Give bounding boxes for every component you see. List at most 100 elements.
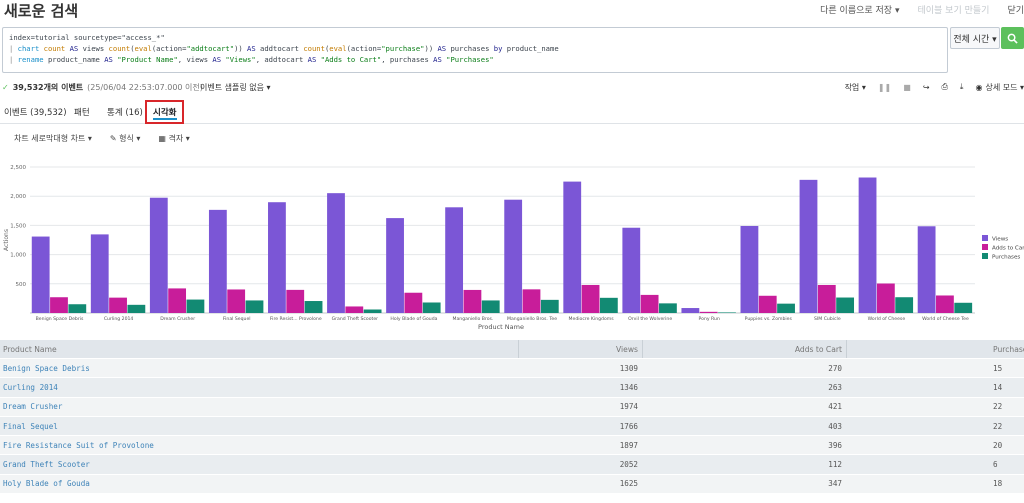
stop-icon[interactable]: ■ (903, 82, 911, 92)
trellis-menu[interactable]: ▦ 격자 ▾ (158, 134, 190, 143)
bar-adds-to-cart (699, 311, 718, 313)
table-row[interactable]: Final Sequel 1766 403 22 (0, 415, 1024, 436)
y-tick-label: 500 (16, 282, 27, 288)
cell-product-name[interactable]: Holy Blade of Gouda (3, 479, 90, 489)
tab-visualization-highlight: 시각화 (145, 100, 184, 124)
x-tick-label: SIM Cubicle (814, 316, 841, 322)
cell-product-name[interactable]: Fire Resistance Suit of Provolone (3, 440, 154, 450)
format-menu[interactable]: ✎ 형식 ▾ (109, 134, 141, 143)
x-tick-label: Holy Blade of Gouda (390, 316, 437, 322)
bar-purchases (599, 297, 618, 313)
bar-views (681, 308, 700, 313)
header-purchases[interactable]: Purchases (993, 344, 1024, 354)
search-button[interactable] (1001, 27, 1024, 49)
tab-visualization[interactable]: 시각화 (153, 108, 177, 118)
cell-purchases: 14 (993, 382, 1003, 392)
header-views[interactable]: Views (616, 344, 638, 354)
cell-adds-to-cart: 403 (828, 421, 842, 431)
bar-purchases (777, 303, 795, 313)
visualization-controls: 차트 세로막대형 차트 ▾ ✎ 형식 ▾ ▦ 격자 ▾ (14, 133, 190, 145)
bar-views (504, 199, 523, 313)
tab-statistics[interactable]: 통계 (16) (107, 108, 143, 118)
tab-patterns[interactable]: 패턴 (74, 108, 90, 118)
x-tick-label: Dream Crusher (160, 316, 195, 322)
time-range-picker[interactable]: 전체 시간 ▾ (950, 27, 1000, 49)
table-row[interactable]: Benign Space Debris 1309 270 15 (0, 358, 1024, 378)
cell-adds-to-cart: 270 (828, 363, 842, 373)
chart-type-picker[interactable]: 차트 세로막대형 차트 ▾ (14, 134, 92, 143)
mode-icon: ◉ (975, 82, 983, 92)
cell-adds-to-cart: 421 (828, 402, 842, 412)
event-sampling-dropdown[interactable]: 이벤트 샘플링 없음 ▾ (200, 82, 271, 92)
cell-adds-to-cart: 263 (828, 382, 842, 392)
create-table-view-button[interactable]: 테이블 보기 만들기 (917, 5, 990, 16)
search-mode-dropdown[interactable]: ◉ 상세 모드 ▾ (975, 82, 1024, 92)
pause-icon[interactable]: ❚❚ (877, 82, 892, 92)
bar-adds-to-cart (876, 283, 895, 313)
x-tick-label: Mediocre Kingdoms (569, 316, 615, 322)
legend-swatch (982, 244, 988, 250)
search-query-editor[interactable]: index=tutorial sourcetype="access_*" | c… (2, 27, 948, 73)
bar-purchases (836, 297, 855, 313)
header-product-name[interactable]: Product Name (3, 344, 57, 354)
cell-product-name[interactable]: Curling 2014 (3, 382, 58, 392)
chart-svg: 500 1,000 1,500 2,000 2,500 Actions Product Na… (3, 165, 1024, 331)
cell-views: 1766 (619, 421, 638, 431)
query-line-1: index=tutorial sourcetype="access_*" (9, 33, 165, 42)
share-icon[interactable]: ↪ (922, 82, 930, 92)
bar-adds-to-cart (936, 295, 954, 313)
tab-events[interactable]: 이벤트 (39,532) (4, 108, 67, 118)
bar-adds-to-cart (109, 297, 127, 313)
table-row[interactable]: Curling 2014 1346 263 14 (0, 377, 1024, 397)
search-icon (1007, 33, 1018, 44)
bar-purchases (481, 300, 500, 313)
table-row[interactable]: Dream Crusher 1974 421 22 (0, 396, 1024, 416)
header-adds-to-cart[interactable]: Adds to Cart (794, 344, 842, 354)
job-menu[interactable]: 작업 ▾ (844, 82, 866, 92)
bar-views (445, 207, 464, 313)
cell-purchases: 20 (993, 440, 1003, 450)
event-time-range: (25/06/04 22:53:07.000 이전) (87, 82, 203, 92)
bar-adds-to-cart (404, 292, 423, 313)
cell-product-name[interactable]: Benign Space Debris (3, 363, 90, 373)
column-divider (846, 340, 847, 358)
cell-views: 2052 (619, 460, 638, 470)
bar-views (149, 197, 168, 313)
check-icon: ✓ (2, 82, 9, 92)
grid-icon: ▦ (158, 134, 169, 143)
results-tabs: 이벤트 (39,532) 패턴 통계 (16) 시각화 (0, 100, 1024, 124)
table-body: Benign Space Debris 1309 270 15 Curling 2014… (0, 358, 1024, 494)
column-divider (518, 340, 519, 358)
print-icon[interactable]: ⎙ (941, 82, 948, 91)
table-row[interactable]: Holy Blade of Gouda 1625 347 18 (0, 473, 1024, 494)
bar-purchases (245, 300, 264, 313)
cell-purchases: 22 (993, 402, 1003, 412)
bar-adds-to-cart (640, 294, 659, 313)
bar-adds-to-cart (227, 289, 246, 313)
table-row[interactable]: Fire Resistance Suit of Provolone 1897 396… (0, 435, 1024, 455)
search-row: index=tutorial sourcetype="access_*" | c… (0, 27, 1024, 73)
table-row[interactable]: Grand Theft Scooter 2052 112 6 (0, 454, 1024, 474)
cell-adds-to-cart: 396 (828, 440, 842, 450)
y-tick-label: 2,000 (10, 194, 26, 200)
legend-swatch (982, 235, 988, 241)
cell-product-name[interactable]: Final Sequel (3, 421, 58, 431)
bar-adds-to-cart (168, 288, 187, 313)
close-button[interactable]: 닫기 (1007, 5, 1024, 16)
bar-purchases (954, 302, 973, 313)
bar-adds-to-cart (817, 284, 836, 313)
bar-views (799, 179, 818, 313)
x-tick-label: Orvil the Wolverine (628, 316, 672, 322)
bar-views (386, 218, 404, 313)
active-tab-underline (153, 118, 177, 120)
bar-purchases (659, 303, 677, 313)
cell-product-name[interactable]: Dream Crusher (3, 402, 63, 412)
top-bar: 새로운 검색 다른 이름으로 저장 ▾ 테이블 보기 만들기 닫기 (0, 0, 1024, 24)
bar-purchases (304, 301, 323, 313)
bar-purchases (127, 304, 146, 313)
table-header: Product Name Views Adds to Cart Purchase… (0, 340, 1024, 358)
save-as-button[interactable]: 다른 이름으로 저장 ▾ (820, 5, 900, 16)
cell-product-name[interactable]: Grand Theft Scooter (3, 460, 90, 470)
legend-item: Adds to Cart (992, 246, 1024, 252)
export-icon[interactable]: ⤓ (959, 82, 964, 91)
